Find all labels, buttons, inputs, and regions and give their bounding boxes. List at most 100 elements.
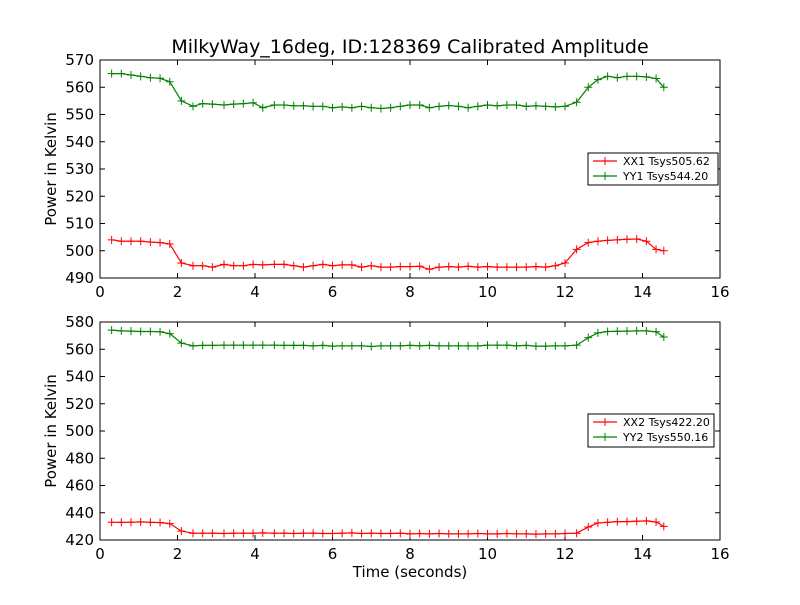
data-point <box>299 263 308 272</box>
data-point <box>117 69 126 78</box>
data-point <box>531 342 540 351</box>
data-point <box>328 103 337 112</box>
data-point <box>659 246 668 255</box>
data-point <box>444 101 453 110</box>
x-tick-label: 0 <box>95 545 105 563</box>
data-point <box>376 104 385 113</box>
series-line <box>111 520 665 535</box>
data-point <box>280 100 289 109</box>
data-point <box>280 341 289 350</box>
legend-label: YY2 Tsys550.16 <box>622 431 708 444</box>
x-axis-label: Time (seconds) <box>352 563 468 581</box>
data-point <box>659 522 668 531</box>
data-point <box>289 261 298 270</box>
data-point <box>198 261 207 270</box>
data-point <box>435 341 444 350</box>
data-point <box>435 263 444 272</box>
data-point <box>483 262 492 271</box>
data-point <box>473 263 482 272</box>
y-tick-label: 570 <box>65 51 94 69</box>
data-point <box>584 238 593 247</box>
data-point <box>572 98 581 107</box>
data-point <box>318 341 327 350</box>
data-point <box>357 102 366 111</box>
y-tick-label: 560 <box>65 78 94 96</box>
data-point <box>406 341 414 350</box>
data-point <box>127 327 135 336</box>
data-point <box>208 100 217 109</box>
data-point <box>299 529 308 538</box>
data-point <box>309 261 318 270</box>
data-point <box>623 327 631 336</box>
data-point <box>444 529 453 538</box>
data-point <box>473 529 482 538</box>
y-tick-label: 500 <box>65 242 94 260</box>
data-point <box>584 333 593 342</box>
data-point <box>632 517 641 526</box>
y-tick-label: 550 <box>65 106 94 124</box>
data-point <box>338 260 347 269</box>
data-point <box>338 341 347 350</box>
series-line <box>111 329 665 348</box>
data-point <box>561 259 569 268</box>
data-point <box>493 101 502 110</box>
y-tick-label: 540 <box>65 133 94 151</box>
data-point <box>435 529 444 538</box>
data-point <box>117 518 126 527</box>
data-point <box>146 327 155 336</box>
data-point <box>107 326 116 335</box>
legend-marker <box>601 433 609 441</box>
data-point <box>584 523 593 532</box>
y-tick-label: 560 <box>65 340 94 358</box>
data-point <box>502 100 511 109</box>
data-point <box>584 83 593 92</box>
data-point <box>357 263 366 272</box>
data-point <box>659 332 668 341</box>
data-point <box>208 341 217 350</box>
data-point <box>177 259 186 268</box>
data-point <box>464 529 473 538</box>
data-point <box>318 102 327 111</box>
data-point <box>454 102 463 111</box>
data-point <box>502 263 511 272</box>
data-point <box>258 341 267 350</box>
data-point <box>406 262 414 271</box>
y-tick-label: 440 <box>65 504 94 522</box>
x-tick-label: 16 <box>710 545 729 563</box>
y-tick-label: 510 <box>65 215 94 233</box>
data-point <box>165 519 174 528</box>
data-point <box>512 100 521 109</box>
data-point <box>464 341 473 350</box>
data-point <box>347 528 356 537</box>
data-point <box>189 341 197 350</box>
data-point <box>239 341 248 350</box>
data-point <box>249 260 258 269</box>
data-point <box>444 341 453 350</box>
data-point <box>367 342 376 351</box>
data-point <box>623 517 631 526</box>
data-point <box>239 99 248 108</box>
x-tick-label: 2 <box>173 545 183 563</box>
data-point <box>454 529 463 538</box>
data-point <box>396 529 405 538</box>
data-point <box>425 265 434 274</box>
data-point <box>309 529 318 538</box>
data-point <box>136 327 145 336</box>
x-tick-label: 8 <box>405 545 415 563</box>
data-point <box>299 101 308 110</box>
legend-label: XX1 Tsys505.62 <box>623 155 710 168</box>
data-point <box>357 529 366 538</box>
data-point <box>165 329 174 338</box>
data-point <box>189 261 197 270</box>
data-point <box>376 529 385 538</box>
data-point <box>652 245 661 254</box>
legend: XX1 Tsys505.62 YY1 Tsys544.20 <box>587 152 719 186</box>
data-point <box>632 326 641 335</box>
data-point <box>512 263 521 272</box>
data-point <box>177 339 186 348</box>
legend-box <box>587 413 715 448</box>
series-yy <box>107 69 668 113</box>
data-point <box>642 237 651 246</box>
data-point <box>229 100 238 109</box>
data-point <box>198 529 207 538</box>
